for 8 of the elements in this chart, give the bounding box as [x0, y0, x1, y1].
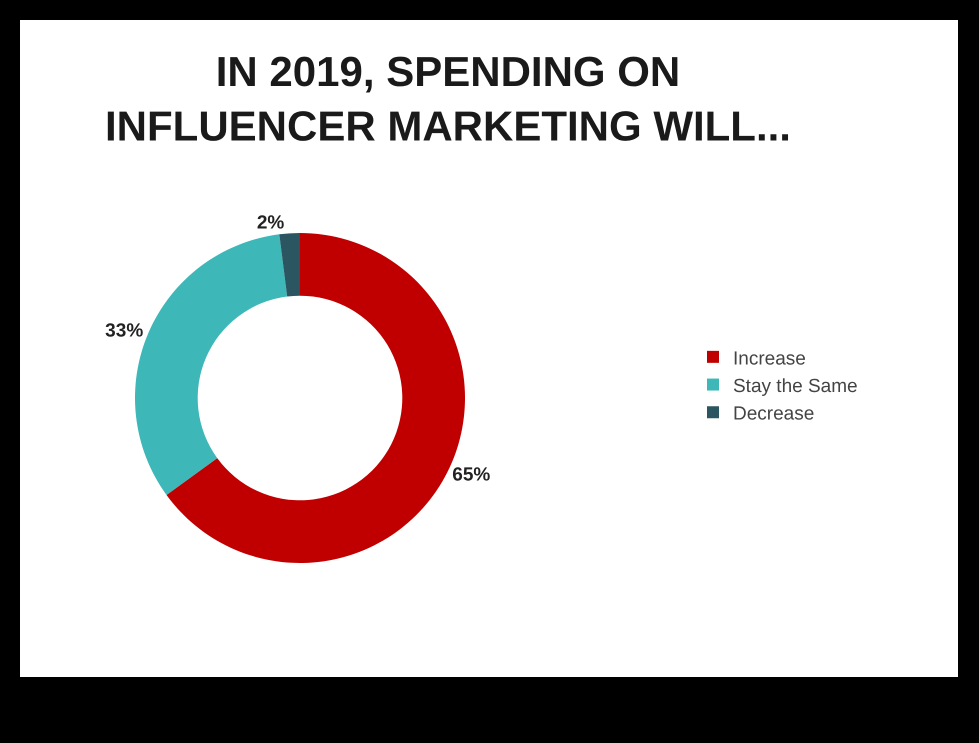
legend-label: Stay the Same [733, 376, 858, 397]
legend-label: Decrease [733, 404, 814, 425]
donut-slice [279, 233, 300, 297]
legend-label: Increase [733, 348, 806, 370]
data-label: 65% [452, 464, 490, 486]
chart-title: IN 2019, SPENDING ON INFLUENCER MARKETING WILL... [105, 48, 791, 150]
data-label: 33% [105, 320, 144, 342]
data-label: 2% [256, 212, 284, 234]
